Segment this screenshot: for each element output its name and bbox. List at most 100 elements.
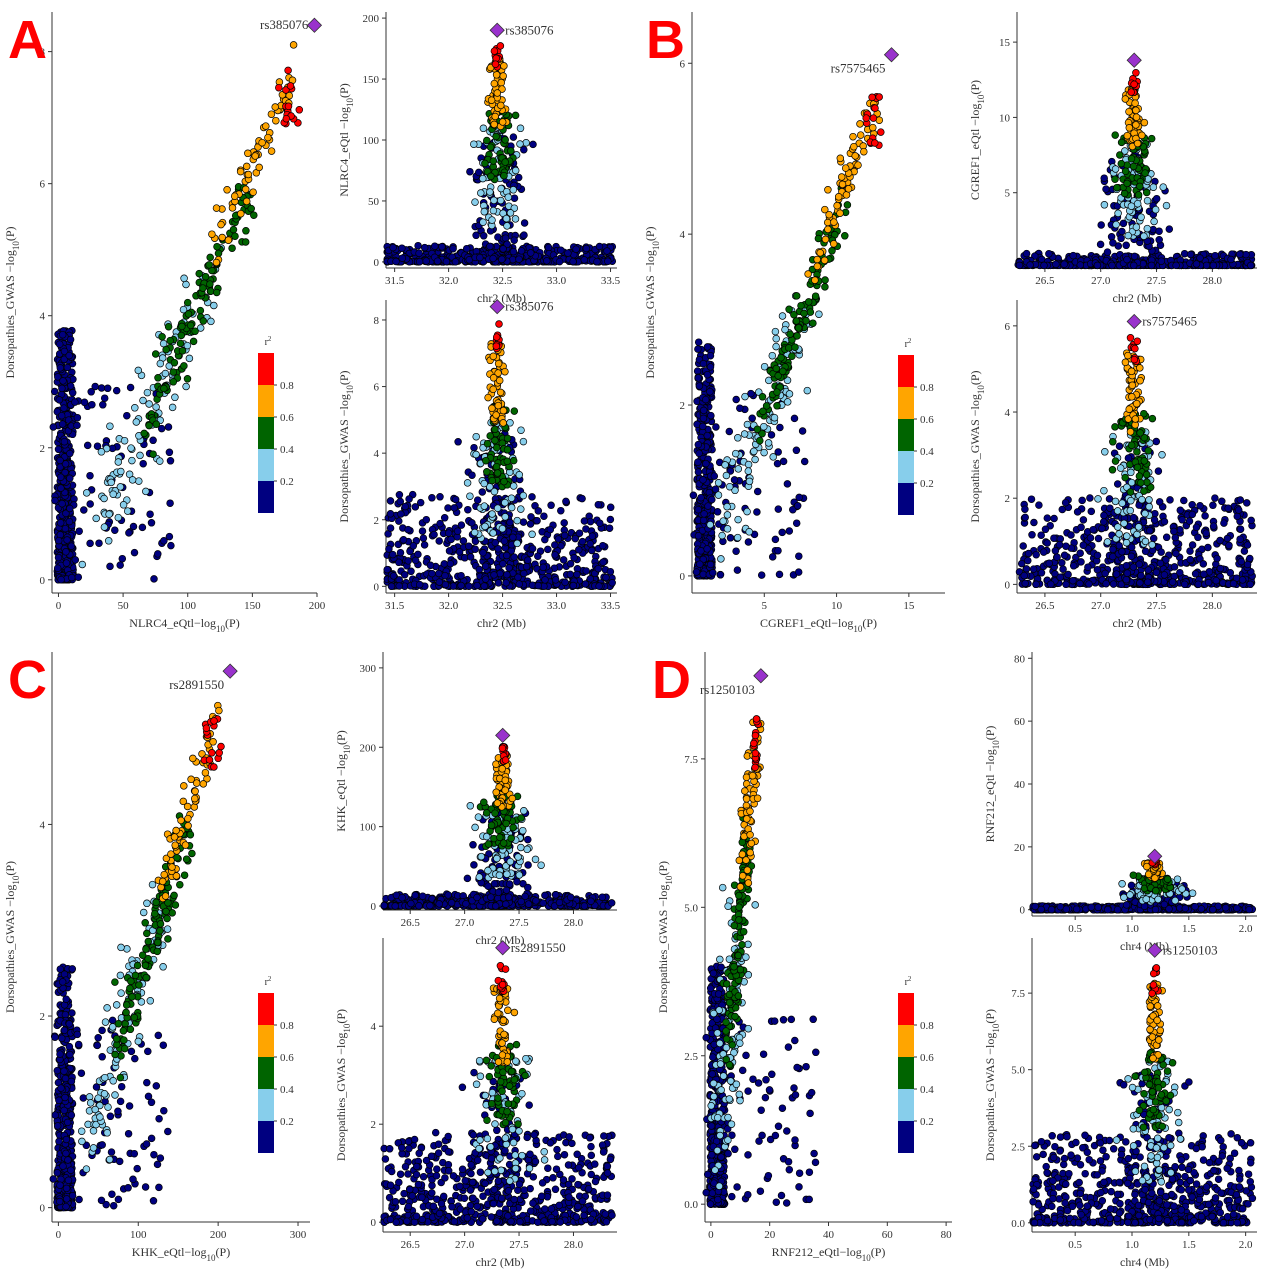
snp-point: [140, 429, 148, 438]
snp-point: [844, 185, 853, 193]
snp-point: [1132, 69, 1140, 77]
x-axis-label: chr2 (Mb): [1113, 291, 1162, 305]
x-tick-label: 5: [762, 600, 768, 612]
snp-point: [694, 374, 703, 382]
snp-point: [58, 499, 66, 508]
snp-point: [529, 140, 537, 149]
snp-point: [477, 189, 485, 197]
snp-point: [736, 404, 744, 412]
snp-point: [488, 404, 496, 413]
snp-point: [804, 270, 812, 278]
snp-point: [734, 465, 743, 473]
snp-point: [520, 569, 528, 578]
snp-point: [756, 436, 764, 445]
snp-point: [515, 580, 524, 588]
snp-point: [1111, 165, 1120, 173]
snp-point: [1171, 533, 1180, 542]
snp-point: [499, 419, 507, 427]
snp-point: [63, 363, 72, 372]
snp-point: [177, 331, 186, 340]
snp-point: [1100, 511, 1108, 520]
snp-point: [1134, 191, 1143, 199]
snp-point: [398, 244, 406, 252]
snp-point: [1086, 494, 1094, 502]
snp-point: [1196, 254, 1204, 262]
snp-point: [1121, 358, 1130, 367]
snp-point: [774, 546, 782, 555]
snp-point: [722, 471, 731, 480]
snp-point: [798, 427, 807, 435]
snp-point: [501, 136, 509, 144]
snp-point: [578, 537, 587, 546]
snp-point: [471, 545, 479, 553]
snp-point: [1073, 508, 1082, 516]
snp-point: [1112, 570, 1121, 578]
snp-point: [778, 312, 787, 320]
snp-point: [569, 581, 578, 590]
snp-point: [123, 411, 131, 420]
x-axis-label: chr2 (Mb): [477, 291, 526, 305]
snp-point: [492, 333, 501, 341]
snp-point: [1243, 541, 1252, 549]
x-axis-label: chr2 (Mb): [477, 616, 526, 630]
snp-point: [206, 287, 215, 295]
snp-point: [491, 60, 500, 68]
snp-point: [1076, 549, 1084, 557]
snp-point: [1099, 518, 1108, 526]
y-tick-label: 4: [40, 311, 46, 323]
snp-point: [1100, 201, 1109, 209]
snp-point: [1122, 241, 1130, 250]
snp-point: [1126, 334, 1135, 342]
lead-snp-marker: [883, 47, 900, 63]
snp-point: [441, 571, 449, 580]
snp-point: [383, 565, 391, 574]
snp-point: [706, 363, 715, 371]
snp-point: [1144, 566, 1153, 574]
snp-point: [1145, 496, 1153, 504]
snp-point: [419, 534, 428, 542]
snp-point: [228, 244, 236, 252]
snp-point: [1123, 569, 1132, 577]
snp-point: [191, 327, 199, 335]
snp-point: [228, 204, 237, 212]
snp-point: [1136, 182, 1144, 191]
snp-point: [723, 511, 732, 519]
snp-point: [80, 398, 89, 407]
snp-point: [511, 111, 520, 120]
snp-point: [1149, 183, 1158, 191]
snp-point: [704, 502, 712, 510]
snp-point: [415, 580, 424, 589]
plot-a-colocalization: 0 50 100 150 20002468NLRC4_eQtl−log10(P)Dors…: [3, 12, 326, 634]
snp-point: [544, 545, 552, 554]
snp-point: [706, 520, 714, 529]
snp-point: [205, 261, 213, 269]
snp-point: [1140, 487, 1148, 495]
snp-point: [1157, 257, 1166, 265]
snp-point: [1076, 579, 1084, 588]
snp-point: [100, 494, 108, 503]
snp-point: [1226, 569, 1235, 577]
snp-point: [229, 225, 238, 234]
snp-point: [160, 384, 168, 393]
snp-point: [772, 364, 781, 373]
snp-point: [1021, 513, 1029, 522]
snp-point: [131, 404, 139, 412]
snp-point: [504, 193, 513, 201]
snp-point: [759, 407, 767, 416]
snp-point: [717, 555, 725, 563]
snp-point: [481, 522, 489, 531]
snp-point: [139, 459, 147, 468]
snp-point: [732, 547, 740, 555]
snp-point: [725, 427, 734, 436]
snp-point: [109, 490, 117, 498]
snp-point: [1109, 438, 1117, 446]
snp-point: [1188, 510, 1197, 519]
snp-point: [712, 423, 720, 431]
snp-point: [1060, 260, 1068, 268]
snp-point: [1077, 558, 1085, 566]
snp-point: [60, 404, 68, 412]
snp-point: [466, 553, 475, 561]
snp-point: [697, 547, 705, 555]
snp-point: [1129, 261, 1138, 270]
